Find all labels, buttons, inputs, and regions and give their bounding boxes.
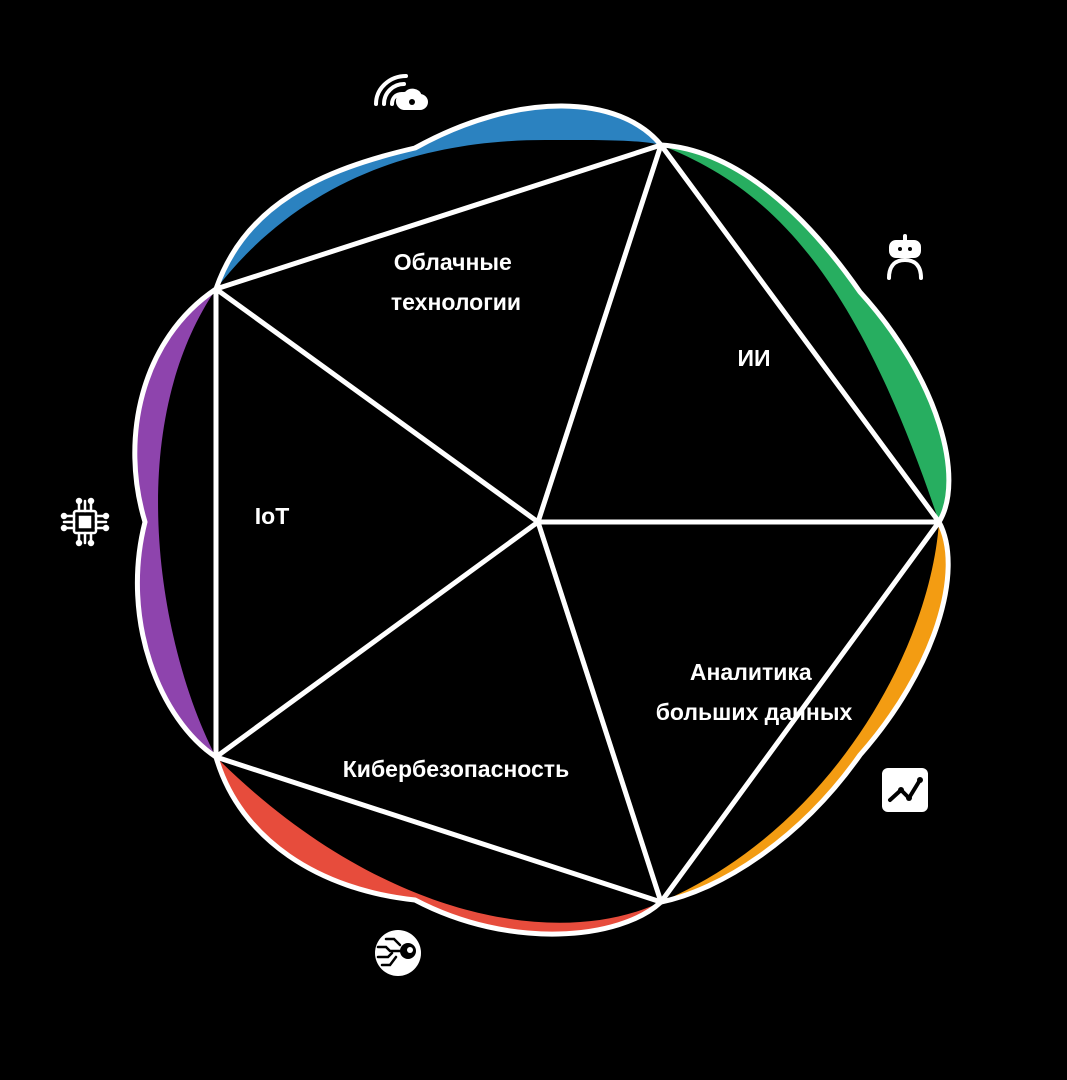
divider-bigdata-security [535, 521, 664, 903]
outer-outline [132, 103, 952, 937]
line-chart-icon [882, 768, 928, 812]
pentagon [213, 142, 942, 905]
label-bigdata: Аналитика больших данных [656, 659, 853, 725]
label-cloud: Облачные технологии [391, 249, 521, 315]
divider-iot-cloud [214, 286, 540, 525]
label-ai: ИИ [737, 345, 770, 371]
label-security: Кибербезопасность [343, 756, 569, 782]
labels: Облачные технологии ИИ Аналитика больших… [255, 249, 853, 782]
petal-security [216, 757, 661, 935]
cyber-eye-icon [375, 930, 421, 976]
divider-cloud-ai [535, 144, 664, 523]
label-iot: IoT [255, 503, 290, 529]
petal-iot [134, 289, 216, 757]
chip-icon [60, 497, 110, 547]
petal-cloud [216, 105, 661, 290]
divider-security-iot [214, 519, 540, 760]
cloud-wifi-icon [374, 74, 428, 110]
robot-icon [887, 234, 923, 280]
